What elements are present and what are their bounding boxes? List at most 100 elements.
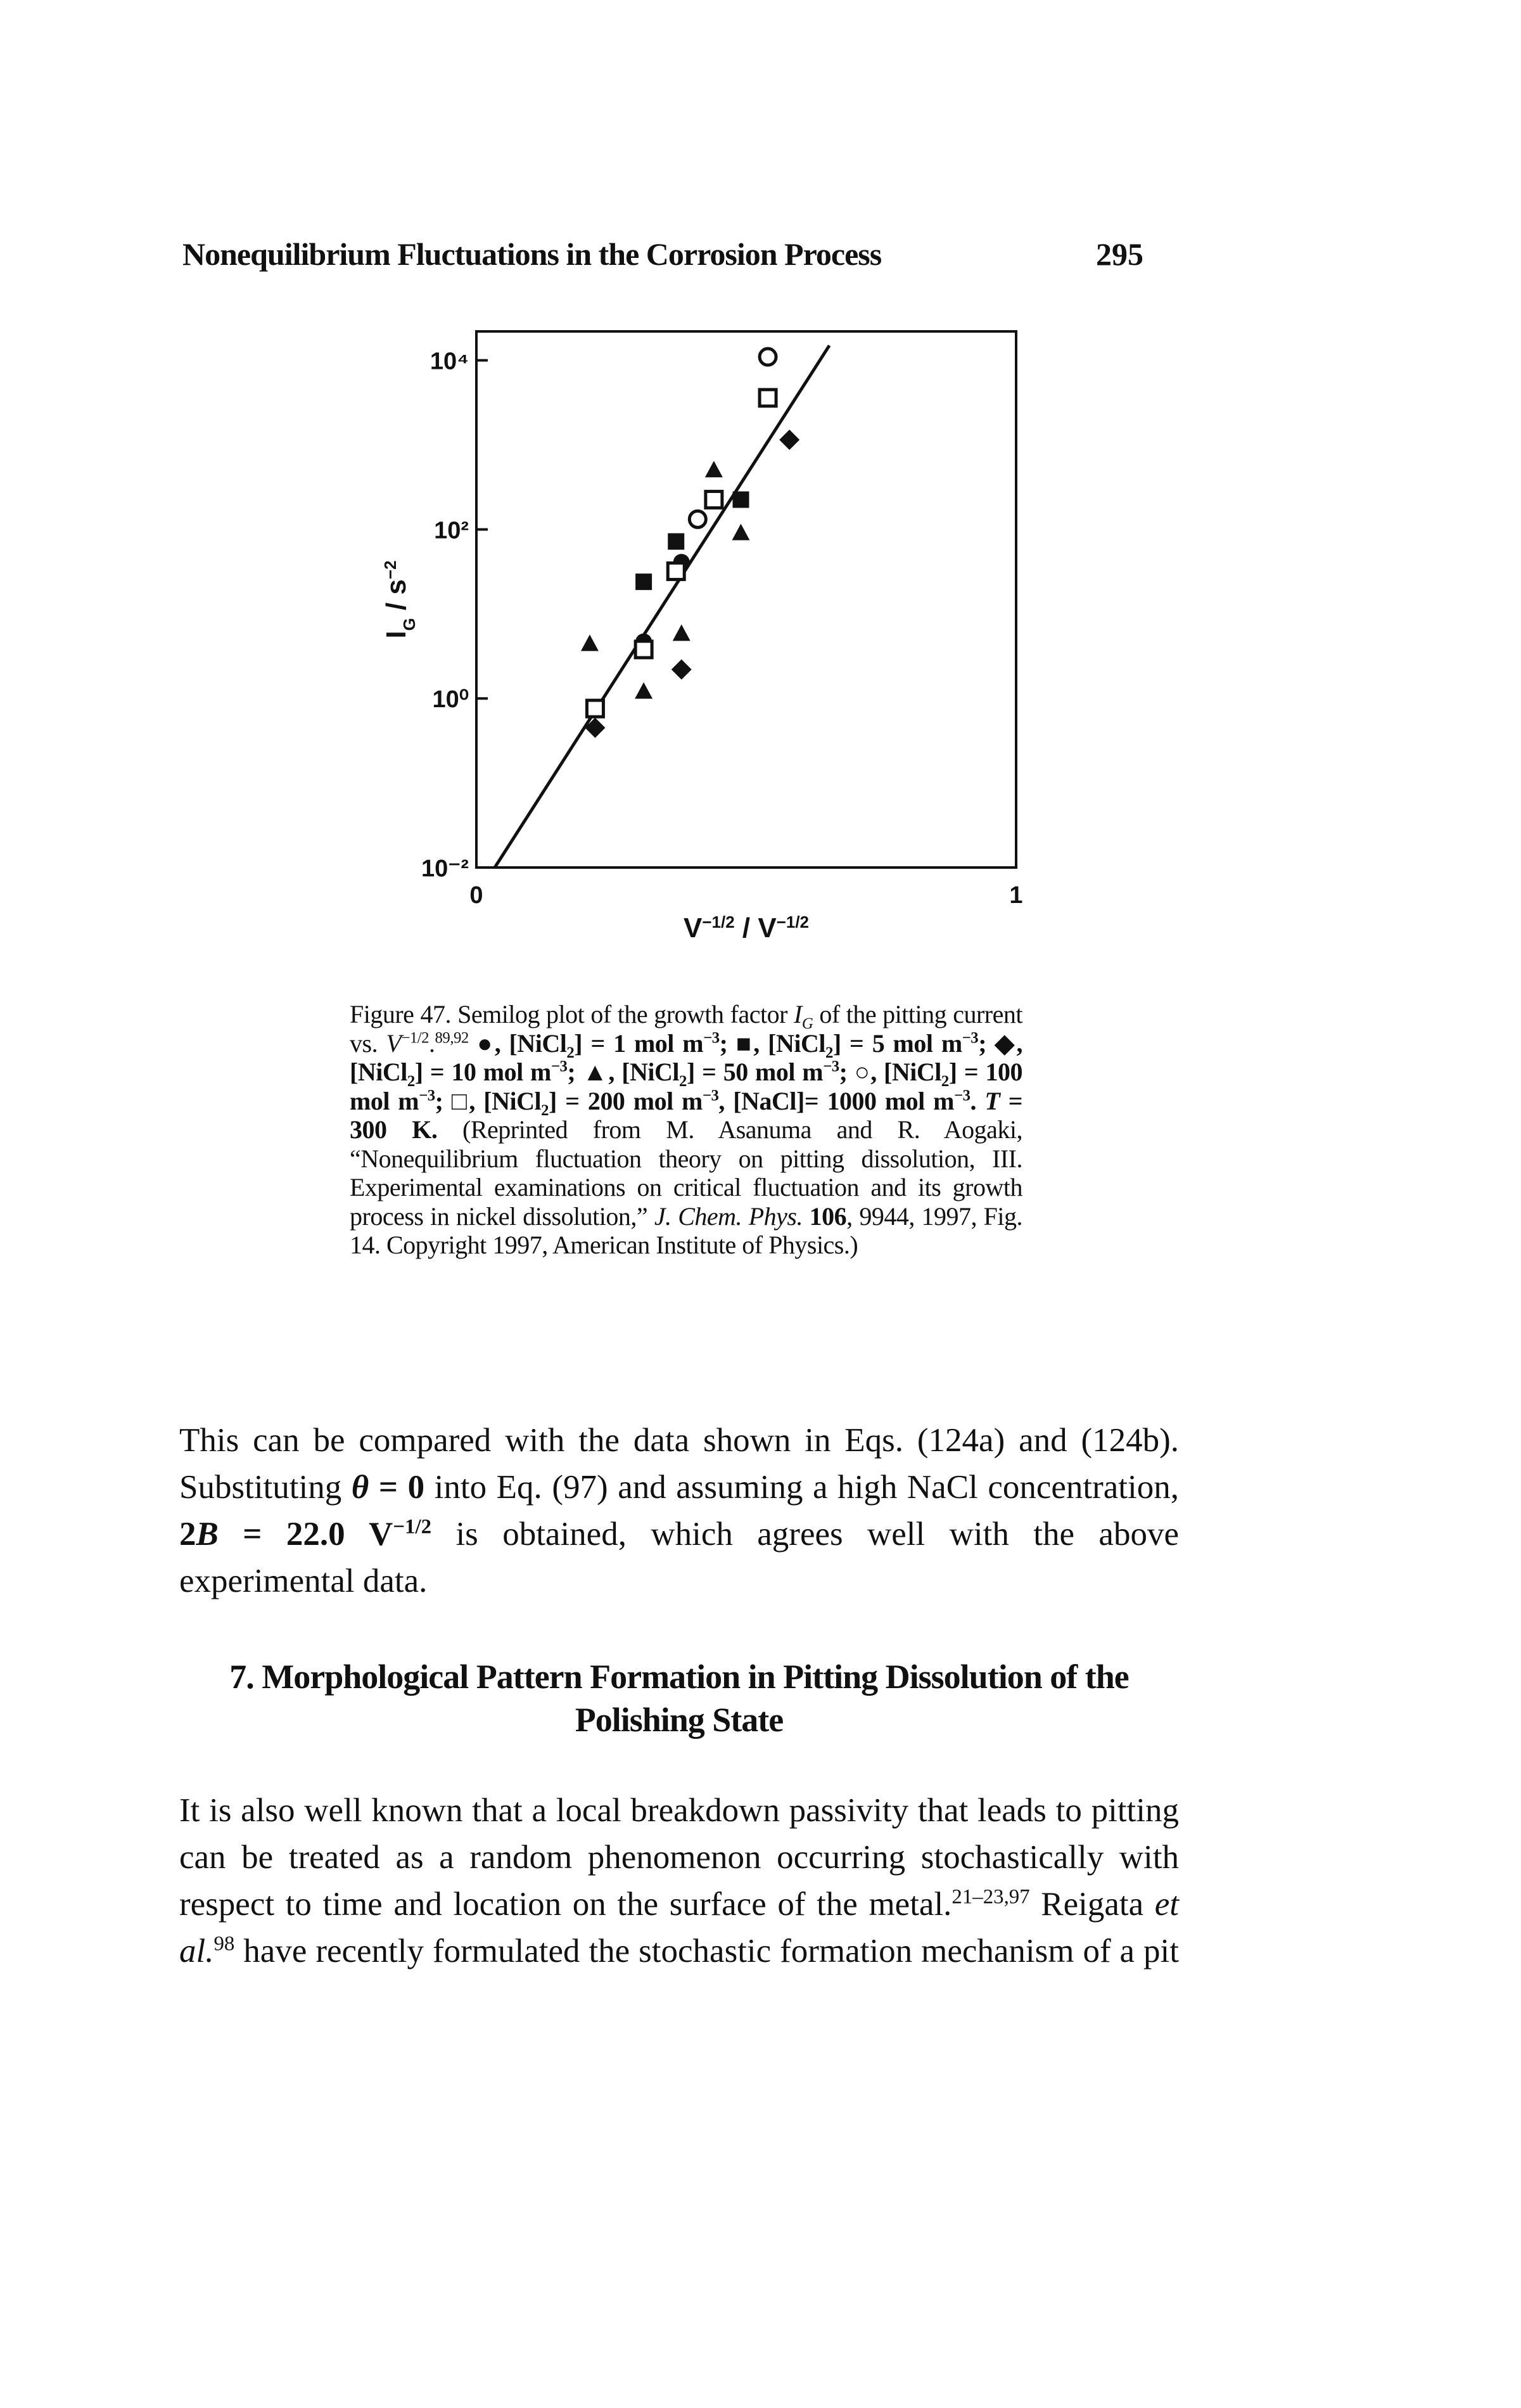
running-header: Nonequilibrium Fluctuations in the Corro… [182, 236, 882, 272]
text-run: / V [735, 913, 777, 944]
text-run: ; ◆, [NiCl [350, 1028, 1022, 1087]
text-run: −3 [550, 1058, 568, 1075]
y-tick-label: 10² [434, 517, 469, 544]
text-run: ●, [NiCl [468, 1028, 567, 1058]
text-run: −3 [703, 1029, 720, 1047]
text-run: 2 [679, 1073, 687, 1090]
data-point [779, 429, 800, 450]
text-run: −1/2 [777, 913, 809, 932]
text-run: V [386, 1028, 402, 1058]
data-point [758, 388, 778, 408]
text-run: 2 [941, 1073, 949, 1090]
text-run: V [684, 913, 703, 944]
text-run: −3 [419, 1087, 435, 1105]
text-run: This can be compared with the data shown… [179, 1422, 1179, 1506]
text-run: ; ■, [NiCl [719, 1028, 826, 1058]
text-run: Reigata [1029, 1886, 1155, 1923]
data-point [732, 491, 749, 508]
text-run: ] = 200 mol m [549, 1086, 703, 1115]
text-run: −1/2 [401, 1029, 430, 1047]
text-run: G [400, 618, 419, 631]
page-number: 295 [1096, 236, 1143, 272]
y-tick-label: 10⁻² [421, 855, 469, 882]
text-run: (Reprinted from M. Asanuma and R. Aogaki… [350, 1115, 1023, 1231]
y-tick-label: 10⁴ [430, 349, 469, 375]
data-point [580, 634, 599, 651]
text-run: −3 [702, 1087, 719, 1105]
data-point [666, 561, 686, 581]
data-point [633, 639, 654, 660]
x-tick-label: 1 [1009, 882, 1022, 909]
text-run: = 22.0 V [218, 1516, 393, 1553]
text-run: ] = 50 mol m [686, 1058, 824, 1086]
data-point [585, 717, 606, 738]
text-run: −3 [823, 1058, 839, 1075]
text-run: ; ▲, [NiCl [567, 1058, 680, 1086]
section-heading: 7. Morphological Pattern Formation in Pi… [229, 1658, 1129, 1739]
text-run: ] = 5 mol m [832, 1028, 962, 1058]
text-run: −3 [962, 1029, 979, 1047]
text-run: . [429, 1028, 435, 1058]
data-point [758, 347, 778, 367]
data-point [687, 509, 708, 529]
text-run: 2 [541, 1101, 549, 1119]
fit-line [493, 344, 831, 869]
text-run: 2 [566, 1044, 575, 1061]
figure-caption: Figure 47. Semilog plot of the growth fa… [350, 1000, 1023, 1260]
text-run: 98 [213, 1932, 235, 1956]
x-tick-label: 0 [469, 882, 483, 909]
text-run: 2 [825, 1044, 833, 1061]
text-run: ] = 1 mol m [574, 1028, 704, 1058]
text-run: / s [381, 579, 412, 618]
text-run: ] = 100 mol m [350, 1058, 1022, 1115]
paragraph: It is also well known that a local break… [179, 1787, 1179, 1975]
text-run: , [NaCl]= 1000 mol m [718, 1086, 954, 1115]
text-run: 106 [809, 1201, 847, 1231]
data-point [732, 523, 750, 541]
text-run: I [381, 631, 412, 638]
plot-frame [475, 330, 1017, 869]
data-point [672, 624, 690, 641]
text-run: J. Chem. Phys. [654, 1201, 803, 1231]
text-run: −1/2 [702, 913, 734, 932]
text-run: of the pitting current vs. [350, 1000, 1023, 1058]
text-run: 89,92 [435, 1029, 469, 1047]
text-run: ] = 10 mol m [414, 1058, 552, 1086]
y-tick-label: 10⁰ [432, 686, 469, 713]
y-axis-label: IG / s−2 [381, 560, 419, 638]
text-run: ; □, [NiCl [435, 1086, 542, 1115]
text-run: Figure 47. Semilog plot of the growth fa… [350, 1000, 794, 1028]
text-run: have recently formulated the stochastic … [234, 1933, 1179, 1969]
text-run: 2 [407, 1073, 415, 1090]
text-run: −1/2 [393, 1515, 432, 1539]
data-point [704, 489, 724, 509]
data-point [585, 698, 605, 719]
text-run: . [970, 1086, 985, 1115]
text-run: 21–23,97 [951, 1885, 1030, 1909]
data-point [668, 533, 685, 550]
text-run: 2 [179, 1516, 196, 1553]
text-run: et al. [179, 1886, 1179, 1969]
text-run: −3 [954, 1087, 971, 1105]
text-run: = 0 [369, 1469, 425, 1506]
data-point [635, 573, 652, 591]
paragraph: This can be compared with the data shown… [179, 1417, 1179, 1604]
text-run: into Eq. (97) and assuming a high NaCl c… [424, 1469, 1179, 1506]
x-axis-label: V−1/2 / V−1/2 [684, 913, 809, 944]
text-run [803, 1202, 810, 1231]
text-run: I [793, 1000, 802, 1028]
text-run: B [196, 1516, 219, 1553]
text-run: G [801, 1015, 813, 1032]
text-run: −2 [381, 560, 400, 579]
text-run: ; ○, [NiCl [839, 1058, 942, 1086]
data-point [671, 659, 692, 680]
text-run: θ [351, 1469, 369, 1506]
text-run: is obtained, which agrees well with the … [179, 1516, 1179, 1599]
text-run: = 300 K. [350, 1086, 1023, 1144]
data-point [704, 461, 723, 478]
text-run: , 9944, 1997, Fig. 14. Copyright 1997, A… [350, 1201, 1023, 1260]
data-point [635, 682, 653, 699]
text-run: T [984, 1086, 1000, 1115]
